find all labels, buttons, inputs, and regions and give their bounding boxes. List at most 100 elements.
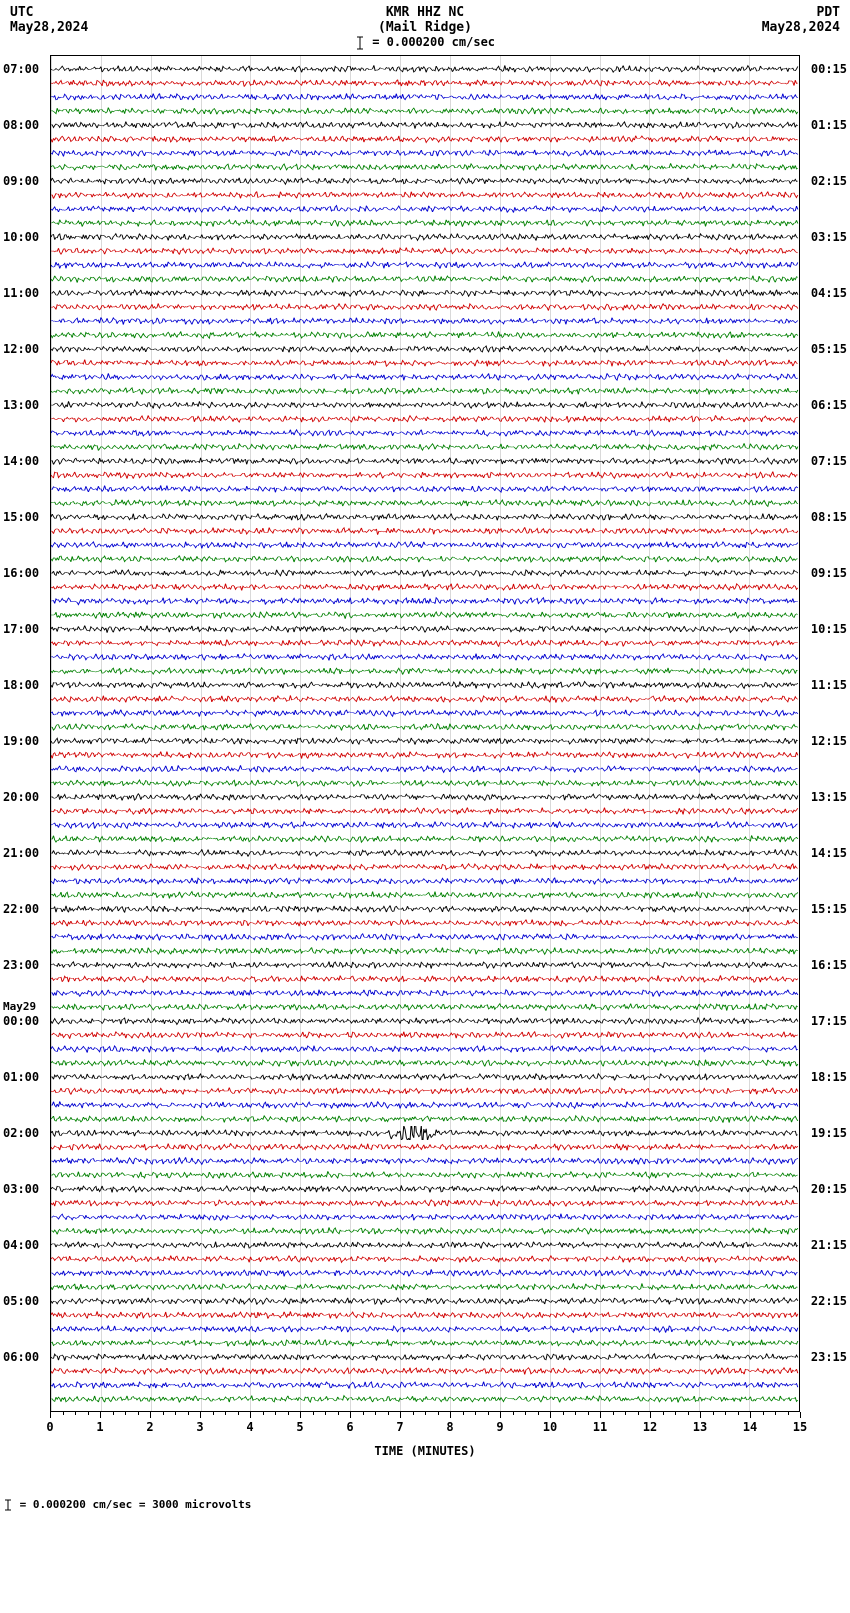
trace-row (51, 972, 799, 986)
trace-row (51, 160, 799, 174)
trace-row (51, 692, 799, 706)
utc-hour-label: 18:00 (3, 678, 39, 692)
x-tick-label: 0 (46, 1420, 53, 1434)
trace-row (51, 1084, 799, 1098)
header-center: KMR HHZ NC (Mail Ridge) (130, 5, 720, 35)
trace-row (51, 1028, 799, 1042)
x-tick-label: 15 (793, 1420, 807, 1434)
trace-row (51, 1266, 799, 1280)
x-tick-label: 10 (543, 1420, 557, 1434)
trace-row (51, 104, 799, 118)
trace-row (51, 118, 799, 132)
header: UTC May28,2024 KMR HHZ NC (Mail Ridge) P… (0, 0, 850, 35)
trace-row (51, 1210, 799, 1224)
trace-row (51, 1126, 799, 1140)
day-break-label: May29 (3, 1000, 36, 1013)
trace-row (51, 370, 799, 384)
trace-row (51, 776, 799, 790)
x-tick-label: 9 (496, 1420, 503, 1434)
trace-row (51, 804, 799, 818)
trace-row (51, 328, 799, 342)
trace-row (51, 454, 799, 468)
utc-hour-label: 12:00 (3, 342, 39, 356)
utc-hour-label: 19:00 (3, 734, 39, 748)
utc-hour-label: 15:00 (3, 510, 39, 524)
x-tick-label: 8 (446, 1420, 453, 1434)
utc-hour-label: 09:00 (3, 174, 39, 188)
footer-text: = 0.000200 cm/sec = 3000 microvolts (13, 1498, 251, 1511)
trace-row (51, 552, 799, 566)
trace-row (51, 1294, 799, 1308)
trace-row (51, 958, 799, 972)
trace-row (51, 314, 799, 328)
x-tick-label: 13 (693, 1420, 707, 1434)
utc-hour-label: 17:00 (3, 622, 39, 636)
x-tick-label: 5 (296, 1420, 303, 1434)
x-tick-label: 6 (346, 1420, 353, 1434)
trace-row (51, 258, 799, 272)
station-name: (Mail Ridge) (130, 20, 720, 35)
trace-row (51, 230, 799, 244)
trace-row (51, 244, 799, 258)
trace-row (51, 790, 799, 804)
trace-row (51, 412, 799, 426)
pdt-hour-label: 22:15 (811, 1294, 847, 1308)
trace-row (51, 748, 799, 762)
pdt-hour-label: 09:15 (811, 566, 847, 580)
trace-row (51, 860, 799, 874)
trace-row (51, 496, 799, 510)
pdt-hour-label: 23:15 (811, 1350, 847, 1364)
trace-row (51, 930, 799, 944)
x-tick-label: 14 (743, 1420, 757, 1434)
trace-row (51, 622, 799, 636)
pdt-hour-label: 17:15 (811, 1014, 847, 1028)
pdt-hour-label: 16:15 (811, 958, 847, 972)
trace-row (51, 90, 799, 104)
trace-row (51, 440, 799, 454)
trace-row (51, 1112, 799, 1126)
trace-row (51, 76, 799, 90)
scale-text: = 0.000200 cm/sec (365, 35, 495, 49)
x-tick-label: 1 (96, 1420, 103, 1434)
trace-row (51, 1308, 799, 1322)
trace-row (51, 1350, 799, 1364)
pdt-hour-label: 21:15 (811, 1238, 847, 1252)
pdt-hour-label: 04:15 (811, 286, 847, 300)
pdt-hour-label: 13:15 (811, 790, 847, 804)
pdt-hour-label: 01:15 (811, 118, 847, 132)
header-right: PDT May28,2024 (720, 5, 840, 35)
utc-hour-label: 08:00 (3, 118, 39, 132)
trace-row (51, 188, 799, 202)
trace-row (51, 510, 799, 524)
x-tick-label: 7 (396, 1420, 403, 1434)
utc-hour-label: 23:00 (3, 958, 39, 972)
trace-row (51, 1098, 799, 1112)
trace-row (51, 846, 799, 860)
x-axis: 0123456789101112131415 (50, 1412, 800, 1442)
tz-right: PDT (720, 5, 840, 20)
utc-hour-label: 10:00 (3, 230, 39, 244)
trace-row (51, 664, 799, 678)
trace-row (51, 1014, 799, 1028)
trace-row (51, 1280, 799, 1294)
utc-hour-label: 03:00 (3, 1182, 39, 1196)
utc-hour-label: 16:00 (3, 566, 39, 580)
trace-row (51, 944, 799, 958)
pdt-hour-label: 19:15 (811, 1126, 847, 1140)
x-tick-label: 2 (146, 1420, 153, 1434)
pdt-hour-label: 02:15 (811, 174, 847, 188)
trace-row (51, 398, 799, 412)
trace-row (51, 482, 799, 496)
trace-row (51, 706, 799, 720)
trace-row (51, 1224, 799, 1238)
utc-hour-label: 04:00 (3, 1238, 39, 1252)
trace-row (51, 342, 799, 356)
trace-row (51, 916, 799, 930)
pdt-hour-label: 14:15 (811, 846, 847, 860)
date-left: May28,2024 (10, 20, 130, 35)
utc-hour-label: 13:00 (3, 398, 39, 412)
trace-row (51, 1392, 799, 1406)
trace-row (51, 636, 799, 650)
utc-hour-label: 06:00 (3, 1350, 39, 1364)
trace-row (51, 874, 799, 888)
